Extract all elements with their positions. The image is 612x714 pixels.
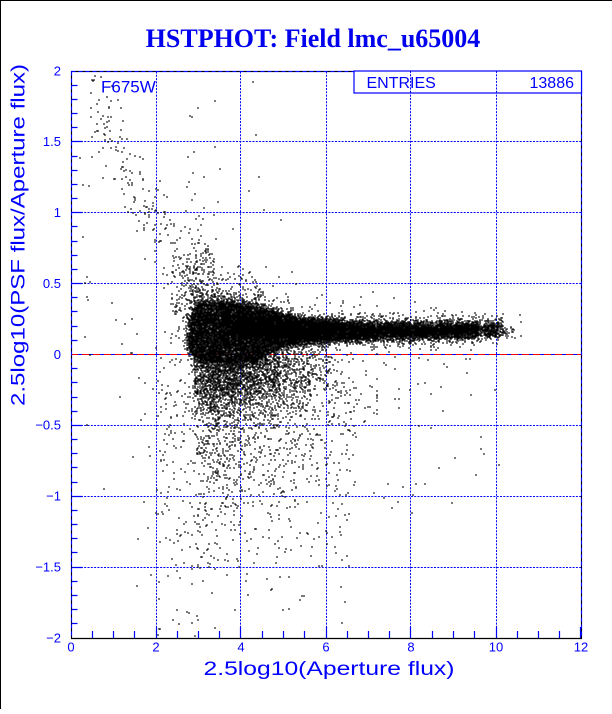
svg-text:6: 6 — [322, 640, 329, 655]
svg-text:8: 8 — [407, 640, 414, 655]
svg-text:−0.5: −0.5 — [35, 418, 61, 433]
svg-text:ENTRIES: ENTRIES — [367, 75, 436, 92]
svg-text:−2: −2 — [46, 630, 61, 645]
svg-text:2.5log10(PSF flux/Aperture flu: 2.5log10(PSF flux/Aperture flux) — [8, 64, 30, 406]
svg-text:−1.5: −1.5 — [35, 559, 61, 574]
svg-text:2: 2 — [54, 63, 61, 78]
svg-text:2.5log10(Aperture flux): 2.5log10(Aperture flux) — [204, 658, 455, 680]
svg-text:12: 12 — [574, 640, 588, 655]
svg-text:10: 10 — [489, 640, 503, 655]
svg-text:2: 2 — [152, 640, 159, 655]
svg-text:1.5: 1.5 — [43, 134, 61, 149]
svg-text:0: 0 — [54, 347, 61, 362]
svg-text:13886: 13886 — [530, 75, 575, 92]
svg-text:0: 0 — [67, 640, 74, 655]
svg-text:HSTPHOT: Field lmc_u65004: HSTPHOT: Field lmc_u65004 — [146, 24, 481, 53]
svg-text:F675W: F675W — [101, 78, 156, 97]
svg-text:0.5: 0.5 — [43, 276, 61, 291]
svg-text:1: 1 — [54, 205, 61, 220]
svg-text:4: 4 — [237, 640, 244, 655]
svg-text:−1: −1 — [46, 489, 61, 504]
